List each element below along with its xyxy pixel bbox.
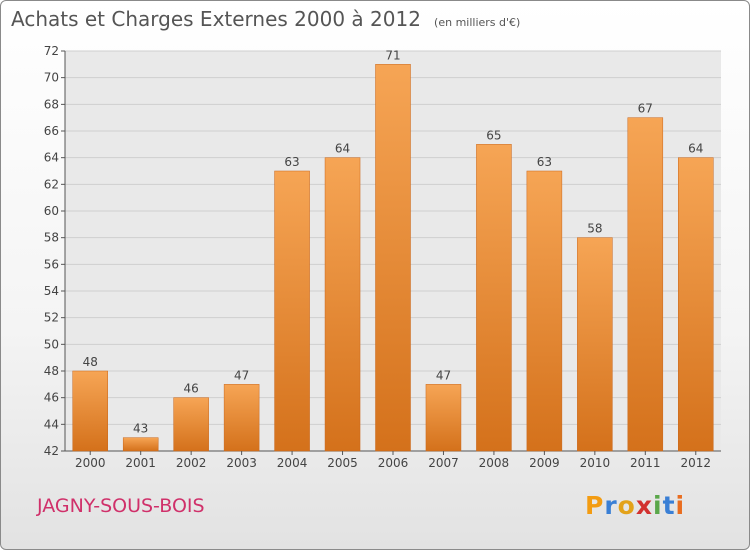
logo-letter: r xyxy=(604,491,618,520)
data-label-2002: 46 xyxy=(184,382,199,396)
x-tick-label-2010: 2010 xyxy=(580,456,611,470)
bar-2008 xyxy=(476,144,512,452)
x-tick-label-2002: 2002 xyxy=(176,456,207,470)
y-tick-label: 62 xyxy=(44,177,59,191)
data-label-2006: 71 xyxy=(385,48,400,62)
bar-2004 xyxy=(274,170,310,452)
logo-letter: i xyxy=(675,491,686,520)
y-tick-label: 56 xyxy=(44,257,59,271)
y-tick-label: 44 xyxy=(44,417,59,431)
y-tick-label: 48 xyxy=(44,364,59,378)
bar-2006 xyxy=(375,64,411,452)
y-tick-label: 58 xyxy=(44,231,59,245)
y-tick-label: 68 xyxy=(44,97,59,111)
y-tick-label: 42 xyxy=(44,444,59,458)
bar-2001 xyxy=(122,437,159,452)
y-tick-label: 54 xyxy=(44,284,59,298)
y-tick-label: 66 xyxy=(44,124,59,138)
x-tick-label-2007: 2007 xyxy=(428,456,459,470)
bar-2012 xyxy=(678,157,714,452)
y-tick-label: 70 xyxy=(44,71,59,85)
data-label-2005: 64 xyxy=(335,142,350,156)
x-tick-label-2009: 2009 xyxy=(529,456,560,470)
data-label-2007: 47 xyxy=(436,368,451,382)
proxiti-logo[interactable]: Proxiti xyxy=(585,491,685,520)
data-label-2004: 63 xyxy=(284,155,299,169)
bar-2010 xyxy=(577,237,613,452)
data-label-2001: 43 xyxy=(133,422,148,436)
bar-2005 xyxy=(324,157,361,452)
logo-letter: t xyxy=(662,491,676,520)
chart-subtitle: (en milliers d'€) xyxy=(434,16,521,29)
logo-letter: x xyxy=(635,491,653,520)
y-tick-label: 72 xyxy=(44,44,59,58)
data-label-2003: 47 xyxy=(234,368,249,382)
x-tick-label-2005: 2005 xyxy=(327,456,358,470)
data-label-2011: 67 xyxy=(638,102,653,116)
y-tick-label: 60 xyxy=(44,204,59,218)
data-label-2000: 48 xyxy=(83,355,98,369)
chart-title: Achats et Charges Externes 2000 à 2012 xyxy=(11,7,421,31)
bar-2011 xyxy=(627,117,664,452)
bar-2002 xyxy=(173,397,209,452)
bar-2000 xyxy=(72,370,108,452)
logo-letter: P xyxy=(585,491,605,520)
place-name: JAGNY-SOUS-BOIS xyxy=(37,495,205,517)
title-row: Achats et Charges Externes 2000 à 2012 (… xyxy=(11,7,520,31)
logo-letter: i xyxy=(653,491,663,520)
data-label-2008: 65 xyxy=(486,128,501,142)
logo-letter: o xyxy=(617,491,636,520)
x-tick-label-2001: 2001 xyxy=(125,456,156,470)
data-label-2012: 64 xyxy=(688,142,703,156)
x-tick-label-2012: 2012 xyxy=(680,456,711,470)
x-tick-label-2011: 2011 xyxy=(630,456,661,470)
data-label-2009: 63 xyxy=(537,155,552,169)
x-tick-label-2004: 2004 xyxy=(277,456,308,470)
x-tick-label-2003: 2003 xyxy=(226,456,257,470)
bar-2007 xyxy=(425,384,462,452)
bar-2003 xyxy=(223,384,260,452)
y-tick-label: 64 xyxy=(44,151,59,165)
y-tick-label: 50 xyxy=(44,337,59,351)
y-tick-label: 52 xyxy=(44,311,59,325)
x-tick-label-2000: 2000 xyxy=(75,456,106,470)
data-label-2010: 58 xyxy=(587,222,602,236)
x-tick-label-2008: 2008 xyxy=(479,456,510,470)
x-tick-label-2006: 2006 xyxy=(378,456,409,470)
y-tick-label: 46 xyxy=(44,391,59,405)
bar-2009 xyxy=(526,170,563,452)
